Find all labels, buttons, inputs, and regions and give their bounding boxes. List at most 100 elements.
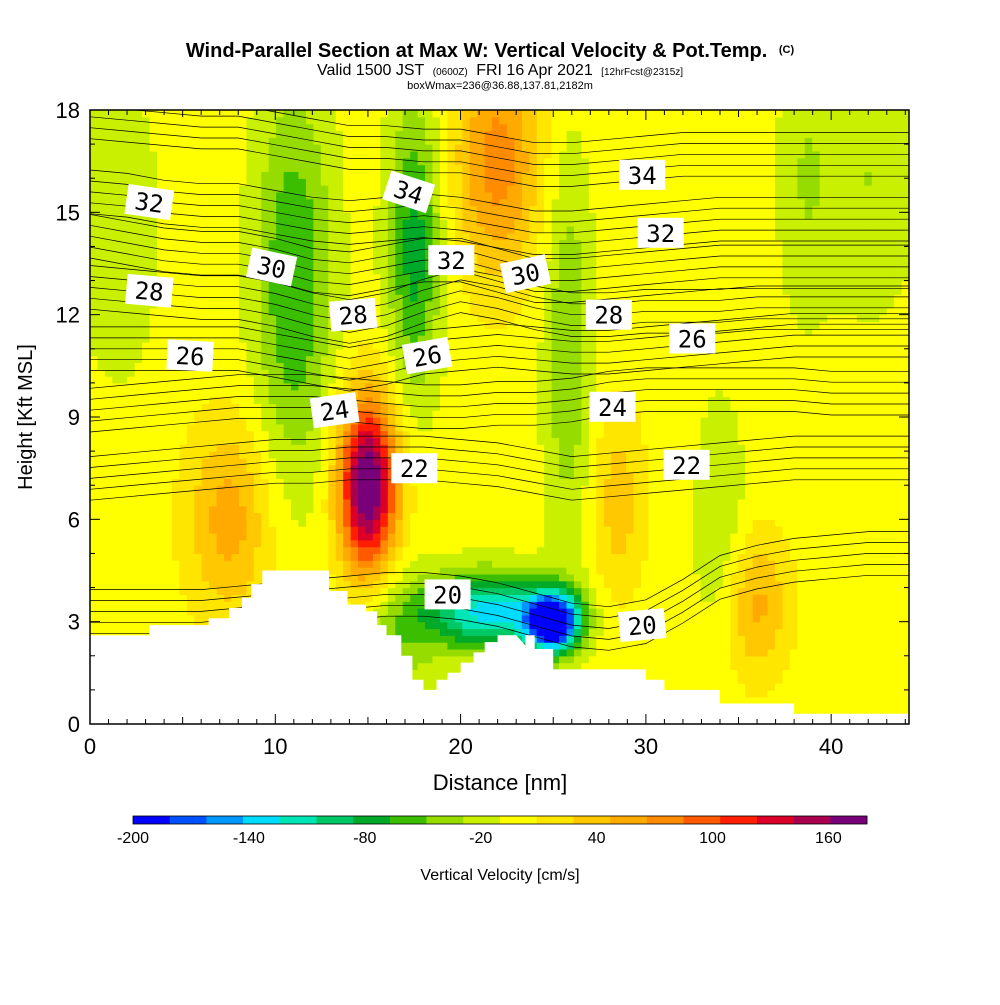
heat-cell	[640, 560, 650, 568]
heat-cell	[149, 423, 158, 432]
heat-cell	[693, 573, 702, 582]
heat-cell	[566, 608, 575, 616]
heat-cell	[224, 567, 233, 575]
heat-cell	[186, 485, 195, 493]
heat-cell	[380, 423, 389, 432]
heat-cell	[648, 553, 657, 561]
heat-cell	[462, 471, 471, 479]
heat-cell	[231, 601, 240, 609]
heat-cell	[201, 423, 210, 432]
heat-cell	[358, 485, 367, 493]
heat-cell	[395, 430, 404, 439]
chart-title: Wind-Parallel Section at Max W: Vertical…	[186, 40, 795, 62]
heat-cell	[640, 498, 650, 507]
heat-cell	[804, 444, 813, 452]
heat-cell	[216, 423, 225, 432]
heat-cell	[484, 444, 493, 452]
heat-cell	[812, 485, 821, 493]
heat-cell	[536, 437, 545, 445]
heat-cell	[186, 546, 195, 555]
heat-cell	[752, 642, 761, 650]
heat-cell	[707, 512, 717, 520]
heat-cell	[224, 532, 233, 541]
heat-cell	[313, 498, 322, 507]
heat-cell	[529, 464, 538, 473]
heat-cell	[246, 505, 255, 514]
heat-cell	[90, 526, 99, 534]
heat-cell	[789, 457, 798, 466]
heat-cell	[588, 532, 597, 541]
heat-cell	[224, 601, 233, 609]
heat-cell	[841, 417, 851, 425]
heat-cell	[97, 573, 106, 582]
heat-cell	[618, 485, 627, 493]
heat-cell	[603, 642, 612, 650]
heat-cell	[201, 532, 210, 541]
heat-cell	[700, 683, 709, 691]
heat-cell	[417, 601, 426, 609]
heat-cell	[253, 423, 262, 432]
heat-cell	[879, 444, 888, 452]
heat-cell	[879, 614, 888, 623]
heat-cell	[655, 498, 664, 507]
heat-cell	[752, 430, 761, 439]
heat-cell	[506, 594, 515, 602]
heat-cell	[164, 546, 173, 555]
heat-cell	[201, 608, 210, 616]
heat-cell	[157, 553, 166, 561]
heat-cell	[685, 642, 694, 650]
heat-cell	[529, 580, 538, 589]
heat-cell	[722, 683, 731, 691]
heat-cell	[246, 539, 255, 548]
heat-cell	[879, 430, 888, 439]
heat-cell	[841, 519, 851, 527]
heat-cell	[231, 492, 240, 500]
heat-cell	[469, 642, 478, 650]
heat-cell	[387, 587, 396, 595]
heat-cell	[603, 464, 612, 473]
heat-cell	[596, 601, 605, 609]
heat-cell	[238, 526, 247, 534]
heat-cell	[224, 587, 233, 595]
heat-cell	[685, 580, 694, 589]
heat-cell	[499, 457, 508, 466]
heat-cell	[856, 696, 865, 705]
heat-cell	[648, 512, 657, 520]
heat-cell	[454, 621, 463, 630]
heat-cell	[149, 485, 158, 493]
heat-cell	[477, 417, 486, 425]
heat-cell	[164, 539, 173, 548]
heat-cell	[856, 560, 865, 568]
heat-cell	[693, 532, 702, 541]
heat-cell	[693, 683, 702, 691]
heat-cell	[417, 614, 426, 623]
heat-cell	[573, 444, 582, 452]
heat-cell	[529, 519, 538, 527]
heat-cell	[611, 437, 620, 445]
heat-cell	[559, 532, 568, 541]
heat-cell	[179, 410, 188, 418]
heat-cell	[707, 478, 717, 486]
heat-cell	[90, 437, 99, 445]
heat-cell	[894, 492, 903, 500]
heat-cell	[283, 519, 292, 527]
heat-cell	[618, 505, 627, 514]
heat-cell	[454, 498, 463, 507]
heat-cell	[506, 423, 515, 432]
heat-cell	[216, 471, 225, 479]
heat-cell	[752, 437, 761, 445]
heat-cell	[797, 526, 806, 534]
heat-cell	[134, 553, 143, 561]
heat-cell	[365, 471, 374, 479]
heat-cell	[894, 614, 903, 623]
heat-cell	[663, 655, 672, 664]
heat-cell	[127, 560, 136, 568]
heat-cell	[179, 539, 188, 548]
heat-cell	[894, 594, 903, 602]
heat-cell	[425, 423, 434, 432]
heat-cell	[722, 608, 731, 616]
heat-cell	[774, 594, 784, 602]
heat-cell	[238, 546, 247, 555]
heat-cell	[268, 526, 277, 534]
heat-cell	[640, 464, 650, 473]
